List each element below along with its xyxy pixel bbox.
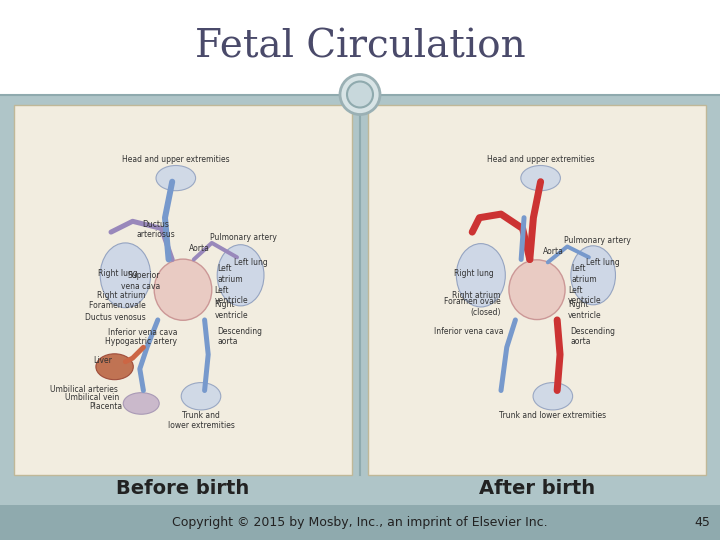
Text: Ductus venosus: Ductus venosus <box>85 313 145 321</box>
Text: Aorta: Aorta <box>543 247 564 256</box>
Text: Pulmonary artery: Pulmonary artery <box>210 233 277 242</box>
Bar <box>0 0 720 94</box>
Text: Left
atrium: Left atrium <box>572 264 597 284</box>
Text: 45: 45 <box>694 516 710 529</box>
Ellipse shape <box>123 393 159 414</box>
Text: Placenta: Placenta <box>89 402 122 411</box>
Text: Umbilical arteries: Umbilical arteries <box>50 384 118 394</box>
Text: Right lung: Right lung <box>98 269 138 278</box>
Text: Inferior vena cava: Inferior vena cava <box>434 327 504 336</box>
Text: Foramen ovale
(closed): Foramen ovale (closed) <box>444 298 501 316</box>
Circle shape <box>347 82 373 107</box>
Text: Pulmonary artery: Pulmonary artery <box>564 236 631 245</box>
Ellipse shape <box>100 243 150 308</box>
Ellipse shape <box>217 245 264 306</box>
Text: Liver: Liver <box>94 356 112 364</box>
Text: Fetal Circulation: Fetal Circulation <box>194 29 526 66</box>
Ellipse shape <box>533 382 572 410</box>
Text: Right atrium: Right atrium <box>452 291 501 300</box>
Bar <box>14 105 352 475</box>
Ellipse shape <box>96 354 133 380</box>
Text: Descending
aorta: Descending aorta <box>217 327 263 346</box>
Text: Umbilical vein: Umbilical vein <box>66 393 120 402</box>
Text: Right lung: Right lung <box>454 269 494 278</box>
Text: Trunk and
lower extremities: Trunk and lower extremities <box>168 410 235 430</box>
Bar <box>0 94 720 505</box>
Text: Before birth: Before birth <box>117 479 250 498</box>
Text: Descending
aorta: Descending aorta <box>570 327 615 346</box>
Text: Left
ventricle: Left ventricle <box>568 286 602 305</box>
Text: Superior
vena cava: Superior vena cava <box>121 272 160 291</box>
Text: Right atrium: Right atrium <box>97 291 145 300</box>
Circle shape <box>340 75 380 114</box>
Ellipse shape <box>154 259 212 320</box>
Text: Left
atrium: Left atrium <box>217 264 243 284</box>
Ellipse shape <box>521 165 560 191</box>
Ellipse shape <box>456 244 505 307</box>
Ellipse shape <box>181 382 221 410</box>
Bar <box>0 505 720 540</box>
Text: Trunk and lower extremities: Trunk and lower extremities <box>499 410 606 420</box>
Text: Left lung: Left lung <box>586 258 620 267</box>
Ellipse shape <box>571 246 616 305</box>
Text: Right
ventricle: Right ventricle <box>568 300 602 320</box>
Ellipse shape <box>156 165 196 191</box>
Text: Head and upper extremities: Head and upper extremities <box>487 154 595 164</box>
Text: Left
ventricle: Left ventricle <box>215 286 248 305</box>
Text: Right
ventricle: Right ventricle <box>215 300 248 320</box>
Text: Hypogastric artery: Hypogastric artery <box>105 337 177 346</box>
Text: After birth: After birth <box>479 479 595 498</box>
Bar <box>368 105 706 475</box>
Text: Foramen ovale: Foramen ovale <box>89 301 145 310</box>
Text: Aorta: Aorta <box>189 244 210 253</box>
Text: Ductus
arteriosus: Ductus arteriosus <box>136 220 175 239</box>
Ellipse shape <box>509 260 565 320</box>
Text: Head and upper extremities: Head and upper extremities <box>122 154 230 164</box>
Text: Copyright © 2015 by Mosby, Inc., an imprint of Elsevier Inc.: Copyright © 2015 by Mosby, Inc., an impr… <box>172 516 548 529</box>
Text: Left lung: Left lung <box>234 258 268 267</box>
Text: Inferior vena cava: Inferior vena cava <box>108 328 177 338</box>
